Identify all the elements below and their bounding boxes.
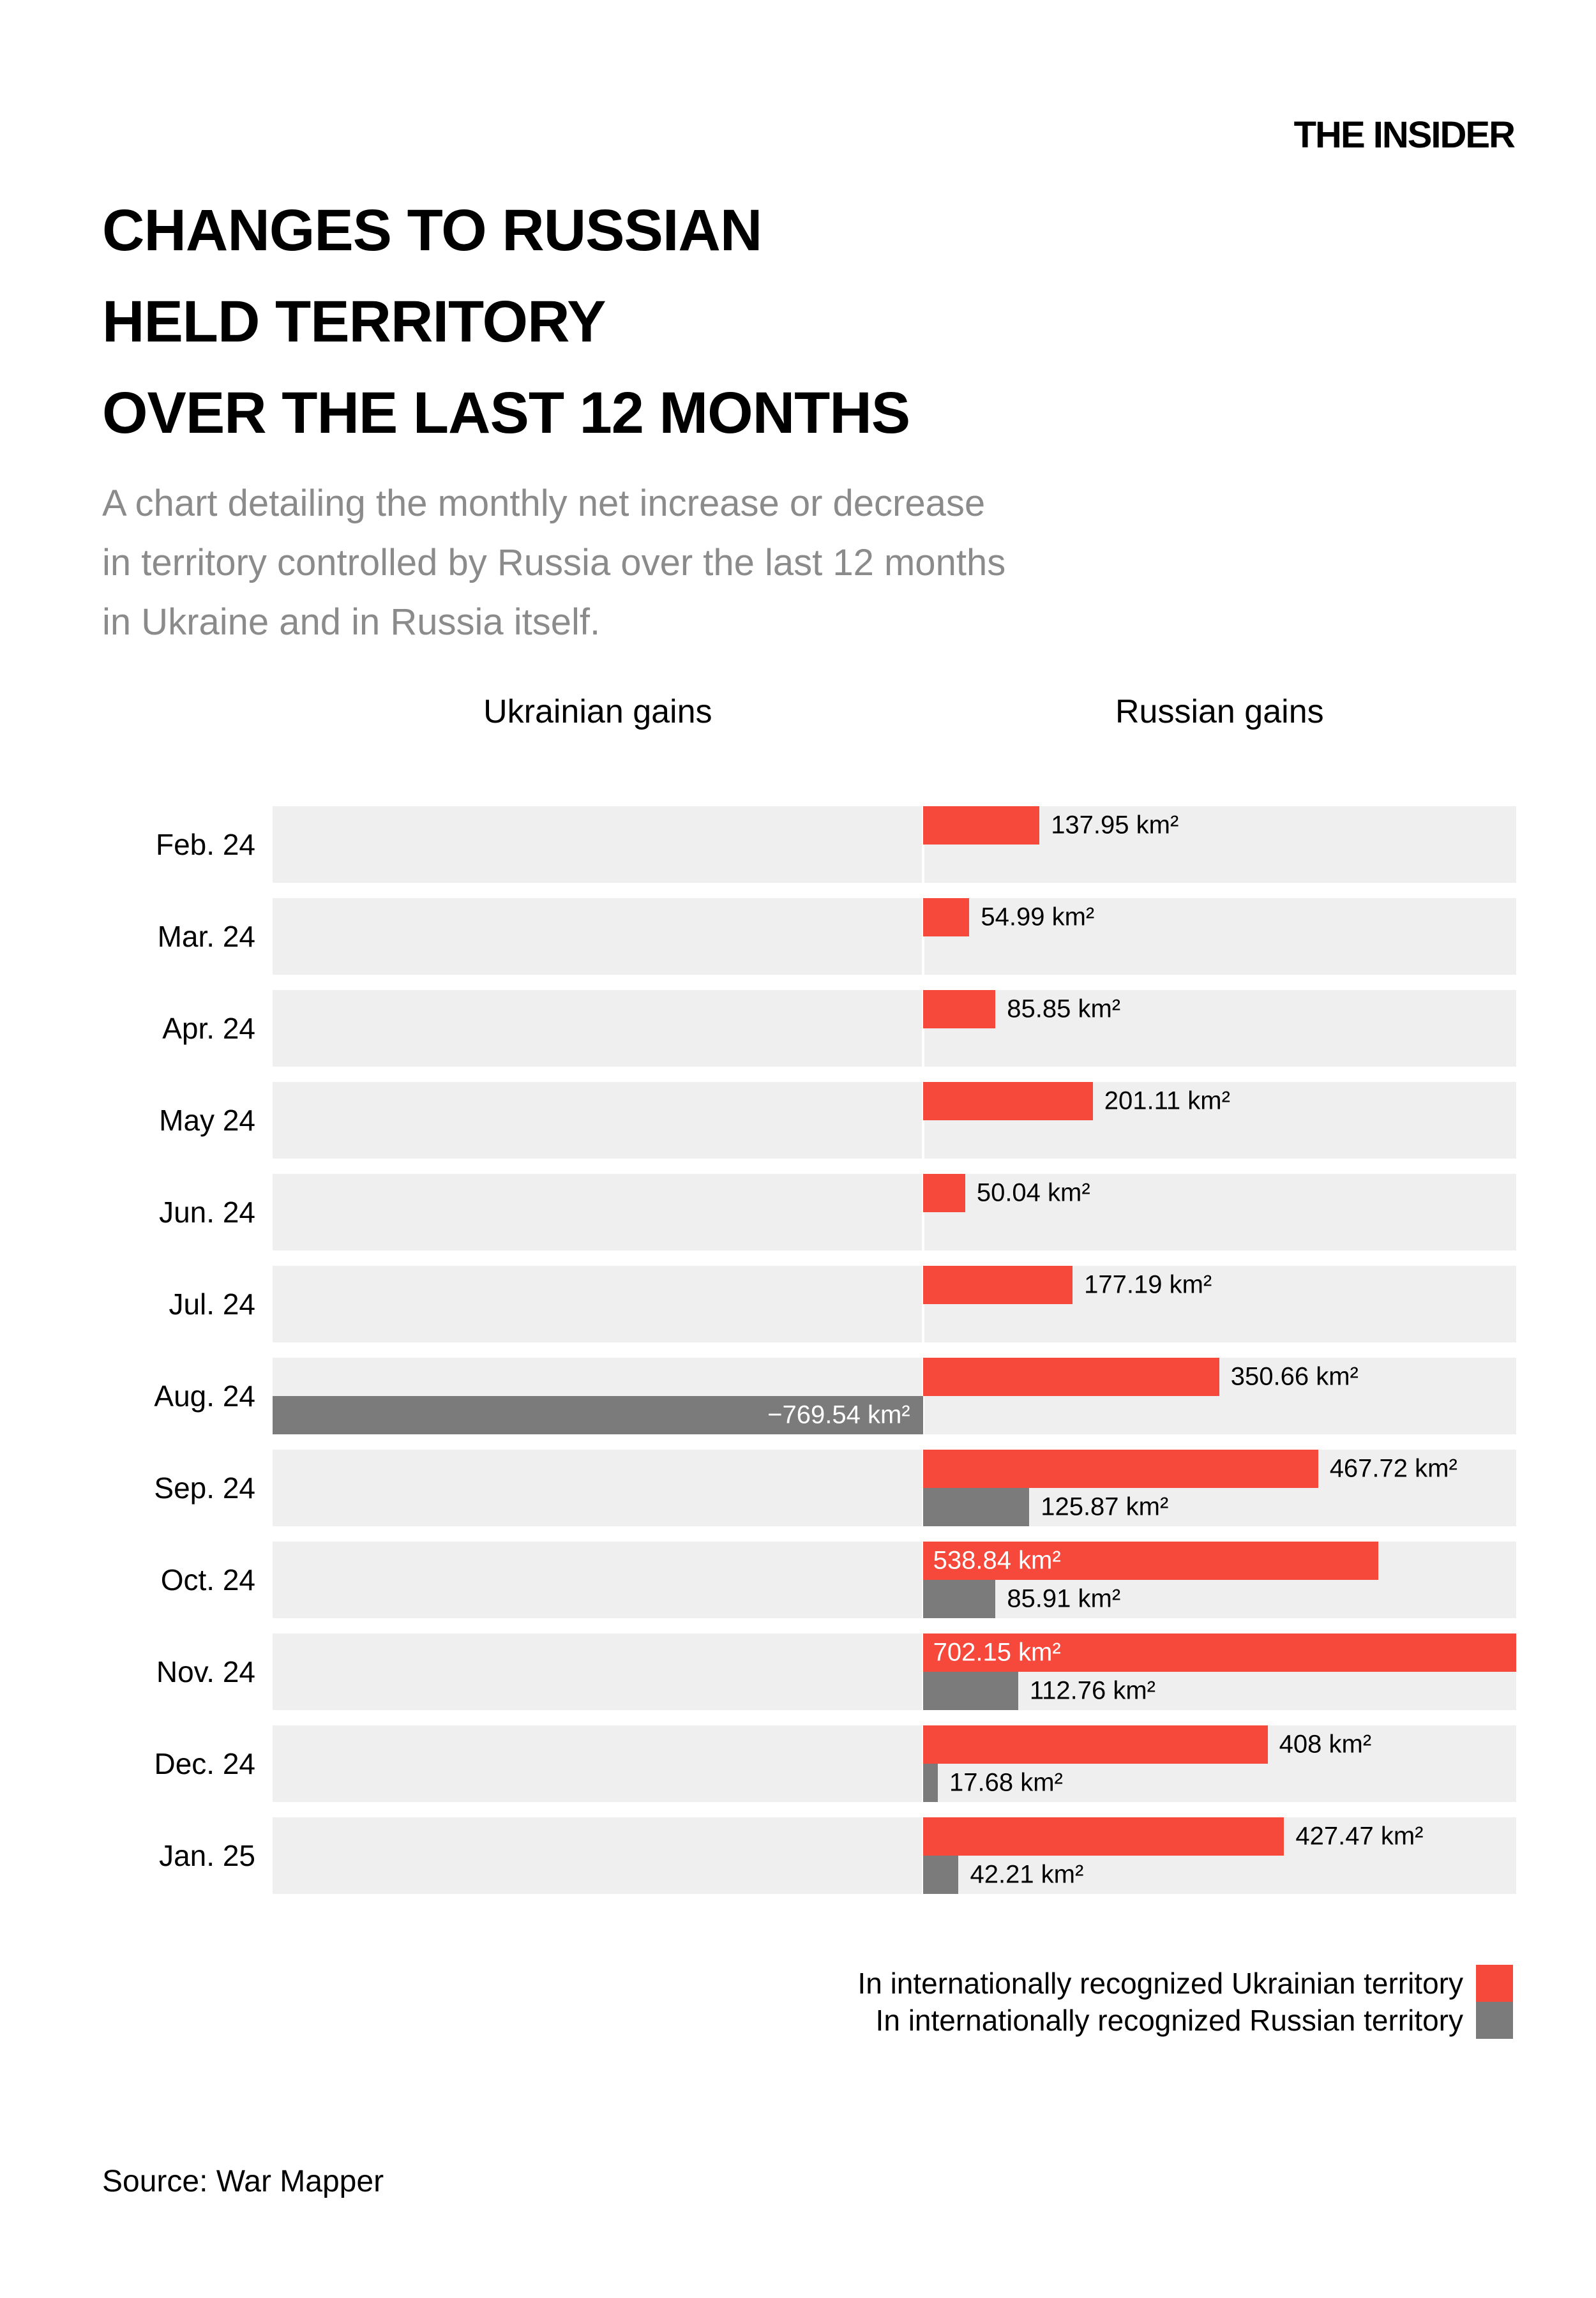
- bar-value-label: 112.76 km²: [1029, 1676, 1156, 1705]
- bar-value-label: 42.21 km²: [970, 1860, 1084, 1889]
- row-band: [273, 1266, 1516, 1342]
- zero-axis-line: [921, 898, 924, 975]
- source-note: Source: War Mapper: [102, 2165, 384, 2198]
- month-label: Oct. 24: [160, 1563, 255, 1596]
- bar-value-label: 702.15 km²: [933, 1638, 1061, 1667]
- bar-value-label: 408 km²: [1279, 1730, 1372, 1759]
- russian-territory-bar: [922, 1672, 1018, 1710]
- legend-label-ukrainian: In internationally recognized Ukrainian …: [857, 1967, 1463, 2000]
- ukrainian-territory-bar: [922, 1174, 965, 1212]
- ukrainian-territory-bar: [922, 1817, 1284, 1856]
- russian-territory-bar: [922, 1580, 996, 1618]
- page-title: CHANGES TO RUSSIAN HELD TERRITORY OVER T…: [102, 198, 910, 446]
- russian-territory-bar: [922, 1764, 938, 1802]
- legend-row-ukrainian: In internationally recognized Ukrainian …: [857, 1965, 1513, 2002]
- ukrainian-territory-bar: [922, 990, 996, 1028]
- bar-value-label: 125.87 km²: [1041, 1492, 1169, 1521]
- chart-row: Feb. 24 137.95 km²: [156, 806, 1516, 883]
- bar-value-label: 427.47 km²: [1295, 1822, 1424, 1851]
- legend-swatch-ukrainian: [1476, 1965, 1513, 2002]
- ukrainian-territory-bar: [922, 1633, 1516, 1672]
- row-band: [273, 1725, 1516, 1802]
- ukrainian-territory-bar: [922, 806, 1040, 845]
- chart-row: Nov. 24 702.15 km² 112.76 km²: [156, 1633, 1516, 1710]
- ukrainian-territory-bar: [922, 1542, 1378, 1580]
- publisher-logo: THE INSIDER: [1293, 114, 1516, 156]
- bar-value-label: 350.66 km²: [1230, 1362, 1359, 1391]
- row-band: [273, 898, 1516, 975]
- bar-value-label: 54.99 km²: [981, 903, 1095, 931]
- row-band: [273, 1174, 1516, 1250]
- chart-row: Sep. 24 467.72 km² 125.87 km²: [154, 1450, 1516, 1526]
- bar-chart: Feb. 24 137.95 km² Mar. 24 54.99 km² Apr. 24…: [154, 806, 1516, 1909]
- chart-row: Jun. 24 50.04 km²: [159, 1174, 1516, 1250]
- column-headers: Ukrainian gains Russian gains: [273, 693, 1516, 737]
- right-column-header: Russian gains: [1115, 693, 1324, 730]
- bar-value-label: −769.54 km²: [767, 1401, 910, 1429]
- zero-axis-line: [921, 806, 924, 883]
- legend-swatch-russian: [1476, 2002, 1513, 2039]
- russian-territory-bar: [922, 1488, 1030, 1526]
- legend: In internationally recognized Ukrainian …: [857, 1965, 1513, 2039]
- bar-value-label: 538.84 km²: [933, 1546, 1061, 1575]
- zero-axis-line: [921, 1174, 924, 1250]
- ukrainian-territory-bar: [922, 1358, 1219, 1396]
- chart-row: Jan. 25 427.47 km² 42.21 km²: [159, 1817, 1516, 1894]
- month-label: Mar. 24: [157, 920, 255, 953]
- row-band: [273, 990, 1516, 1067]
- month-label: Jul. 24: [169, 1288, 255, 1321]
- chart-row: Oct. 24 538.84 km² 85.91 km²: [161, 1542, 1516, 1618]
- row-band: [273, 806, 1516, 883]
- ukrainian-territory-bar: [922, 1082, 1093, 1120]
- ukrainian-territory-bar: [922, 1266, 1073, 1304]
- ukrainian-territory-bar: [922, 1725, 1268, 1764]
- chart-row: Apr. 24 85.85 km²: [162, 990, 1516, 1067]
- page-subtitle: A chart detailing the monthly net increa…: [102, 483, 1006, 643]
- chart-row: Jul. 24 177.19 km²: [169, 1266, 1516, 1342]
- zero-axis-line: [921, 990, 924, 1067]
- zero-axis-line: [921, 1266, 924, 1342]
- month-label: Jan. 25: [159, 1839, 255, 1872]
- bar-value-label: 467.72 km²: [1329, 1454, 1457, 1483]
- bar-value-label: 17.68 km²: [949, 1768, 1063, 1797]
- bar-value-label: 201.11 km²: [1104, 1086, 1230, 1115]
- bar-value-label: 85.91 km²: [1007, 1584, 1121, 1613]
- row-band: [273, 1817, 1516, 1894]
- month-label: Nov. 24: [156, 1655, 255, 1688]
- ukrainian-territory-bar: [922, 898, 970, 936]
- ukrainian-territory-bar: [922, 1450, 1318, 1488]
- legend-row-russian: In internationally recognized Russian te…: [857, 2002, 1513, 2039]
- month-label: Sep. 24: [154, 1471, 255, 1505]
- month-label: Dec. 24: [154, 1747, 255, 1780]
- bar-value-label: 137.95 km²: [1051, 811, 1179, 839]
- chart-row: Aug. 24 350.66 km² −769.54 km²: [154, 1358, 1516, 1434]
- month-label: May 24: [159, 1104, 255, 1137]
- row-band: [273, 1082, 1516, 1159]
- bar-value-label: 177.19 km²: [1084, 1270, 1212, 1299]
- bar-value-label: 50.04 km²: [976, 1178, 1090, 1207]
- month-label: Aug. 24: [154, 1379, 255, 1413]
- chart-row: Dec. 24 408 km² 17.68 km²: [154, 1725, 1516, 1802]
- bar-value-label: 85.85 km²: [1007, 995, 1121, 1023]
- month-label: Apr. 24: [162, 1012, 255, 1045]
- month-label: Feb. 24: [156, 828, 255, 861]
- legend-label-russian: In internationally recognized Russian te…: [875, 2004, 1463, 2037]
- chart-row: May 24 201.11 km²: [159, 1082, 1516, 1159]
- russian-territory-bar: [922, 1856, 959, 1894]
- month-label: Jun. 24: [159, 1196, 255, 1229]
- left-column-header: Ukrainian gains: [483, 693, 712, 730]
- zero-axis-line: [921, 1082, 924, 1159]
- russian-territory-bar: [273, 1396, 923, 1434]
- chart-row: Mar. 24 54.99 km²: [158, 898, 1516, 975]
